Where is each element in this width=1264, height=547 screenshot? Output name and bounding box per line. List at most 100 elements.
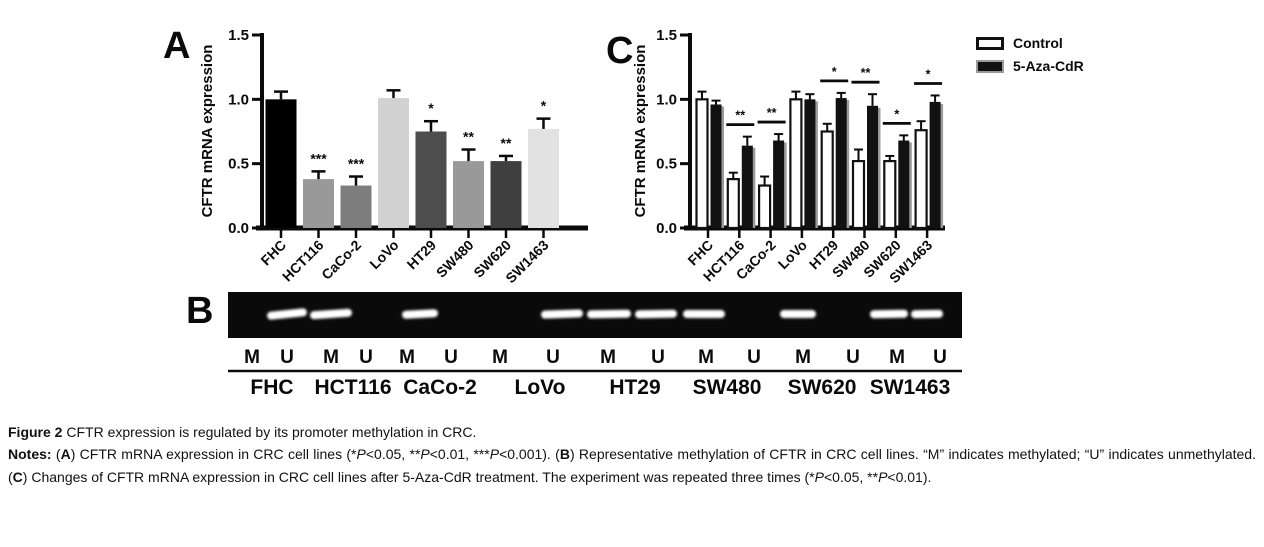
x-tick-label: CaCo-2 [318, 237, 364, 283]
y-tick-label: 1.5 [656, 27, 677, 44]
significance-stars: ** [501, 135, 512, 151]
bar [453, 161, 484, 228]
control-bar [757, 184, 772, 230]
gel-band-FHC-U [267, 308, 307, 320]
control-bar [695, 98, 709, 230]
aza-bar [929, 101, 941, 228]
control-bar [789, 98, 803, 230]
lane-label: U [747, 347, 761, 368]
cell-line-label: SW480 [693, 376, 762, 399]
lane-label: U [546, 347, 560, 368]
caption-run: Figure 2 [8, 424, 67, 440]
caption-title: Figure 2 CFTR expression is regulated by… [8, 421, 1256, 443]
lane-label: M [889, 347, 905, 368]
bar [265, 99, 297, 228]
caption-run: P [814, 468, 824, 485]
lane-label: M [492, 347, 508, 368]
gel-band-SW620-M [780, 310, 816, 318]
caption-run: ) Changes of CFTR mRNA expression in CRC… [22, 468, 815, 485]
y-tick-label: 1.0 [228, 91, 249, 108]
caption-run: CFTR expression is regulated by its prom… [66, 424, 477, 440]
caption-run: P [420, 446, 430, 463]
caption-run: B [559, 446, 570, 463]
aza-bar [867, 105, 878, 228]
y-axis-title: CFTR mRNA expression [632, 45, 649, 218]
legend-row-aza: 5-Aza-CdR [976, 58, 1084, 74]
significance-stars: ** [463, 129, 474, 145]
cell-line-label: HCT116 [314, 376, 391, 399]
cell-line-label: SW1463 [870, 376, 951, 399]
control-bar [914, 129, 928, 230]
significance-stars: ** [767, 106, 777, 120]
gel-band-HCT116-M [310, 308, 352, 320]
control-bar [726, 178, 740, 230]
y-axis-title: CFTR mRNA expression [199, 45, 216, 218]
lane-label: U [651, 347, 665, 368]
significance-stars: * [428, 100, 434, 116]
gel-band-CaCo-2-M [402, 309, 438, 319]
aza-bar [898, 140, 910, 228]
caption-notes: Notes: (A) CFTR mRNA expression in CRC c… [8, 443, 1256, 488]
caption-run: C [12, 468, 23, 485]
panel-c-label: C [606, 30, 634, 72]
gel-band-SW480-M [683, 310, 725, 318]
significance-stars: * [541, 98, 547, 114]
bar [528, 128, 559, 228]
bar [415, 131, 447, 228]
aza-bar [773, 140, 785, 228]
caption-run: <0.05, ** [823, 468, 879, 485]
caption-run: Notes: [8, 446, 56, 463]
legend-label-aza: 5-Aza-CdR [1013, 58, 1084, 74]
lane-label: U [444, 347, 458, 368]
caption-run: P [489, 446, 500, 463]
caption-run: A [60, 446, 71, 463]
cell-line-label: CaCo-2 [403, 376, 477, 399]
y-tick-label: 1.5 [228, 27, 249, 44]
caption-run: <0.001). ( [499, 446, 560, 463]
lane-label: M [244, 347, 260, 368]
x-tick-label: HCT116 [279, 237, 327, 285]
aza-bar [710, 104, 722, 228]
cell-line-label: HT29 [609, 376, 660, 399]
bar [378, 98, 409, 228]
lane-label: U [933, 347, 947, 368]
control-bar [851, 159, 866, 230]
aza-swatch-icon [976, 59, 1004, 73]
x-tick-label: LoVo [775, 237, 810, 272]
bar [303, 179, 334, 228]
caption-run: ) Representative methylation of CFTR in … [8, 446, 1256, 485]
y-tick-label: 0.5 [228, 156, 249, 173]
gel-band-LoVo-U [541, 309, 583, 319]
caption-run: <0.01, *** [429, 446, 490, 463]
significance-stars: *** [310, 150, 327, 166]
lane-label: M [795, 347, 811, 368]
y-tick-label: 0.0 [656, 220, 677, 237]
aza-bar [804, 99, 816, 228]
lane-label: U [359, 347, 373, 368]
x-tick-label: LoVo [366, 237, 401, 272]
panel-c-legend: Control 5-Aza-CdR [976, 35, 1084, 82]
aza-bar [835, 98, 847, 228]
control-swatch-icon [976, 36, 1004, 50]
lane-label: M [698, 347, 714, 368]
cell-line-label: FHC [250, 376, 293, 399]
bar [490, 161, 522, 228]
caption-run: P [878, 468, 888, 485]
lane-label: U [280, 347, 294, 368]
significance-stars: * [894, 107, 899, 121]
significance-stars: ** [735, 109, 745, 123]
x-tick-label: SW480 [433, 237, 477, 281]
control-bar [883, 159, 897, 230]
legend-row-control: Control [976, 35, 1084, 51]
lane-label: M [600, 347, 616, 368]
bar [340, 185, 372, 228]
y-tick-label: 1.0 [656, 91, 677, 108]
caption-run: <0.05, ** [365, 446, 421, 463]
figure-caption: Figure 2 CFTR expression is regulated by… [8, 421, 1256, 488]
gel-band-HT29-U [635, 309, 677, 319]
lane-label: M [323, 347, 339, 368]
control-bar [820, 130, 834, 230]
